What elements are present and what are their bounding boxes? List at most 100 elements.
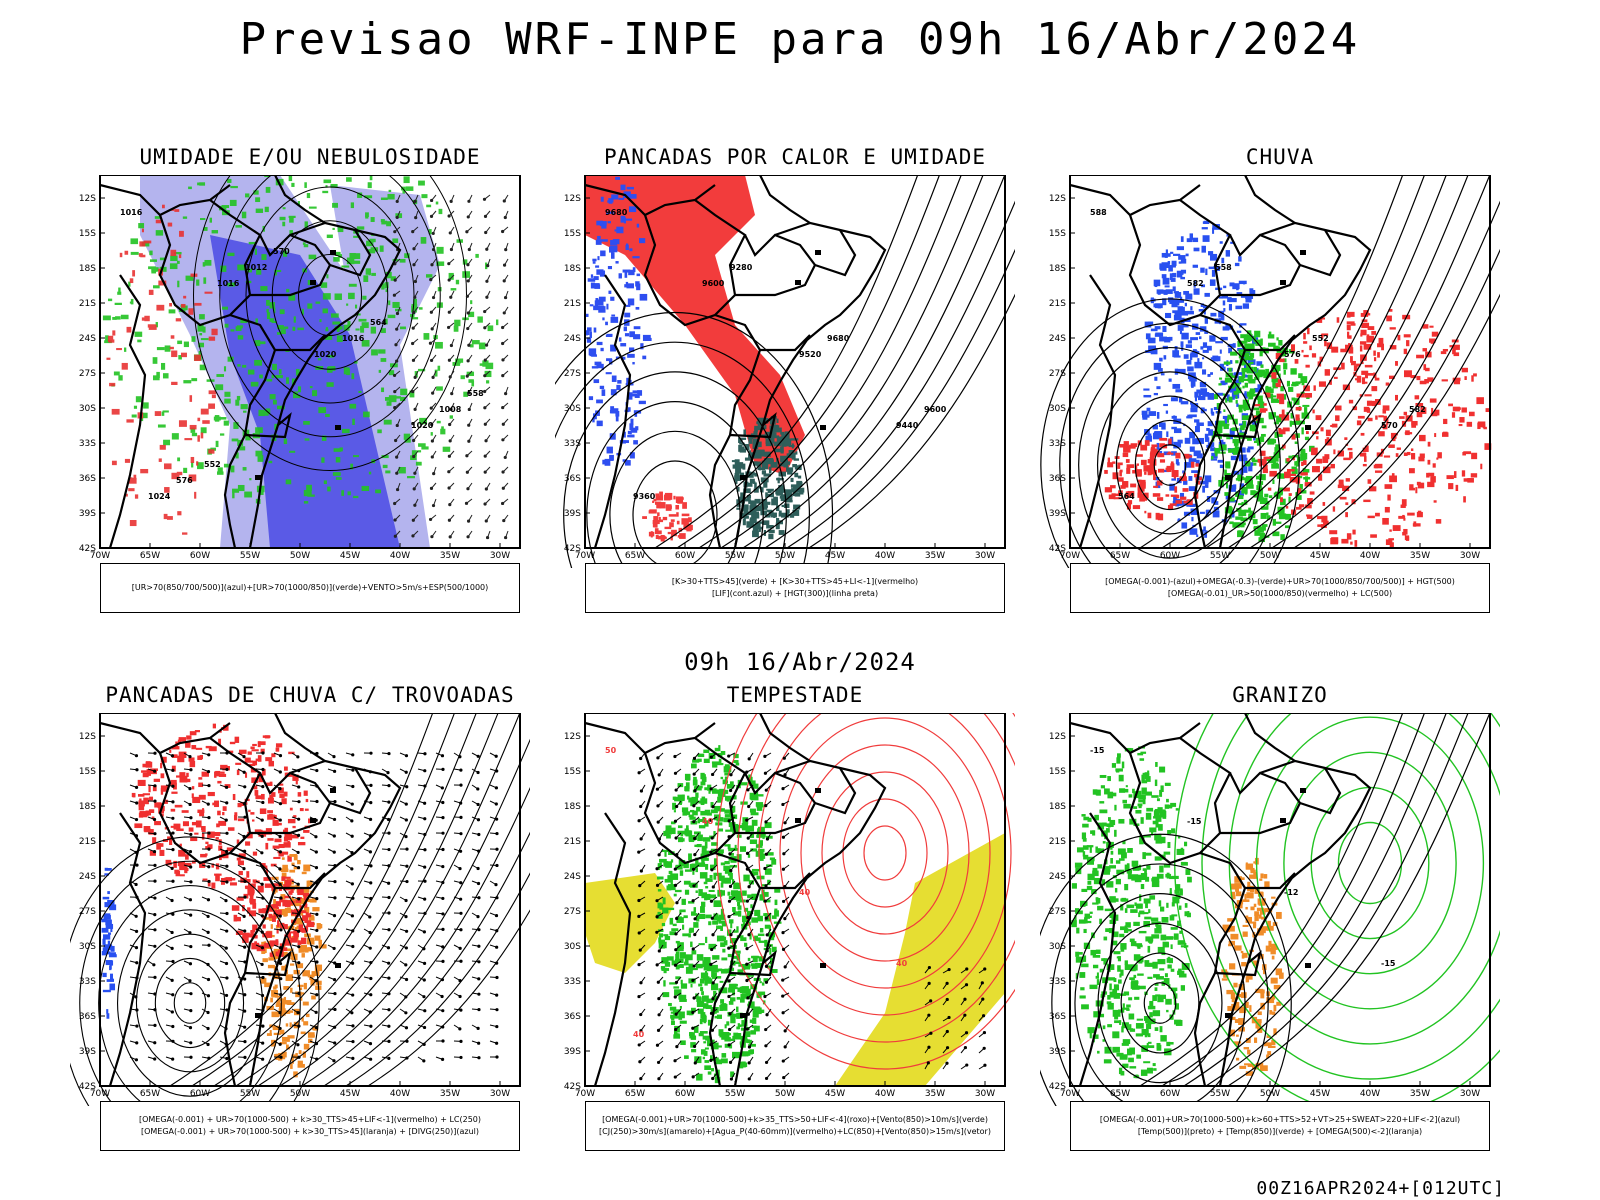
lon-tick-label: 70W <box>575 1089 595 1099</box>
contour-label: 552 <box>204 460 221 469</box>
map-panel-4: PANCADAS DE CHUVA C/ TROVOADAS 12S 15S 18S 2… <box>70 683 550 1173</box>
contour-label: 558 <box>467 389 484 398</box>
lon-tick-label: 40W <box>875 1089 895 1099</box>
lat-tick-label: 39S <box>79 509 96 519</box>
lat-tick-label: 15S <box>564 767 581 777</box>
map-panel-5: TEMPESTADE 50 40 40 40 40 12S 15S 18S 21S 24S 27S 30… <box>555 683 1035 1173</box>
lon-tick-label: 50W <box>1260 551 1280 561</box>
lat-tick-label: 27S <box>79 907 96 917</box>
lat-tick-label: 30S <box>564 942 581 952</box>
lon-tick-label: 55W <box>240 551 260 561</box>
map-panel-6: GRANIZO -15 -15 -12 -15 12S 15S 18S 21S 24S 27S 30S… <box>1040 683 1520 1173</box>
panel-title: PANCADAS POR CALOR E UMIDADE <box>603 145 986 169</box>
lat-tick-label: 42S <box>79 544 96 554</box>
contour-label: 552 <box>1312 334 1329 343</box>
lat-tick-label: 15S <box>564 229 581 239</box>
lat-tick-label: 33S <box>564 977 581 987</box>
lat-tick-label: 33S <box>564 439 581 449</box>
lat-tick-label: 27S <box>564 907 581 917</box>
lon-tick-label: 60W <box>190 1089 210 1099</box>
panel-legend: [OMEGA(-0.001)+UR>70(1000-500)+k>60+TTS>… <box>1070 1101 1490 1151</box>
lat-tick-label: 42S <box>1049 544 1066 554</box>
instability-south <box>642 491 693 542</box>
hgt500-east <box>1139 175 1500 549</box>
panel-title: CHUVA <box>1245 145 1315 169</box>
contour-label: 9600 <box>702 279 725 288</box>
contour-label: 9440 <box>896 421 919 430</box>
lon-tick-label: 45W <box>825 1089 845 1099</box>
lon-tick-label: 45W <box>825 551 845 561</box>
lat-tick-label: 27S <box>1049 369 1066 379</box>
lon-tick-label: 40W <box>875 551 895 561</box>
contour-label: 40 <box>702 817 714 826</box>
panel-legend: [K>30+TTS>45](verde) + [K>30+TTS>45+LI<-… <box>585 563 1005 613</box>
lat-tick-label: 36S <box>79 1012 96 1022</box>
contour-labels: 588 582 576 570 564 558 552 582 <box>1090 208 1426 501</box>
contour-label: 1016 <box>217 279 240 288</box>
panel-legend: [OMEGA(-0.001) + UR>70(1000-500) + k>30_… <box>100 1101 520 1151</box>
lat-tick-label: 33S <box>1049 439 1066 449</box>
lat-tick-label: 18S <box>79 802 96 812</box>
panel-legend: [OMEGA(-0.001)+UR>70(1000-500)+k>35_TTS>… <box>585 1101 1005 1151</box>
lon-tick-label: 35W <box>1410 551 1430 561</box>
map-boundaries <box>1069 175 1372 549</box>
lat-tick-label: 24S <box>1049 334 1066 344</box>
map-boundaries <box>1069 713 1372 1087</box>
lon-tick-label: 30W <box>1460 551 1480 561</box>
forecast-map: 9680 9600 9520 9440 9360 9280 9680 9600 12S 15S 18… <box>555 175 1015 568</box>
lat-tick-label: 21S <box>1049 299 1066 309</box>
contour-labels: 9680 9600 9520 9440 9360 9280 9680 9600 <box>605 208 947 501</box>
map-panel-1: UMIDADE E/OU NEBULOSIDADE 1016 1016 1020 102… <box>70 145 550 635</box>
lat-tick-label: 12S <box>79 194 96 204</box>
legend-line: [Temp(500)](preto) + [Temp(850)](verde) … <box>1137 1127 1423 1136</box>
lat-tick-label: 21S <box>1049 837 1066 847</box>
subtitle-time: 09h 16/Abr/2024 <box>684 648 916 676</box>
lon-tick-label: 65W <box>1110 551 1130 561</box>
lat-tick-label: 21S <box>564 299 581 309</box>
thickness-red <box>106 204 218 535</box>
lat-tick-label: 15S <box>1049 767 1066 777</box>
lat-tick-label: 39S <box>1049 509 1066 519</box>
lon-tick-label: 45W <box>340 1089 360 1099</box>
lon-tick-label: 70W <box>1060 1089 1080 1099</box>
streamlines-east <box>169 713 530 1087</box>
lon-tick-label: 30W <box>490 551 510 561</box>
humidity-high-area <box>210 235 400 548</box>
lon-tick-label: 45W <box>1310 1089 1330 1099</box>
temp850-green <box>1071 746 1192 1079</box>
legend-line: [OMEGA(-0.001)+UR>70(1000-500)+k>35_TTS>… <box>602 1115 988 1124</box>
instability-red <box>585 175 805 475</box>
hgt500-contours <box>1040 298 1300 568</box>
lon-tick-label: 65W <box>140 1089 160 1099</box>
lat-tick-label: 18S <box>1049 264 1066 274</box>
lat-tick-label: 24S <box>564 872 581 882</box>
lat-tick-label: 33S <box>79 439 96 449</box>
lon-tick-label: 55W <box>1210 551 1230 561</box>
contour-label: 9680 <box>605 208 628 217</box>
lat-tick-label: 42S <box>79 1082 96 1092</box>
contour-labels: -15 -15 -12 -15 <box>1090 746 1396 968</box>
contour-label: 576 <box>1284 350 1301 359</box>
omega-red <box>1252 309 1492 549</box>
legend-line: [CJ(250)>30m/s](amarelo)+[Agua_P(40-60mm… <box>599 1127 991 1136</box>
forecast-map: 50 40 40 40 40 12S 15S 18S 21S 24S 27S 30S 33S 36S 39S… <box>564 713 1015 1099</box>
panel-title: GRANIZO <box>1232 683 1328 707</box>
lat-tick-label: 36S <box>1049 474 1066 484</box>
lat-tick-label: 15S <box>79 767 96 777</box>
divergence-blue <box>101 867 117 1019</box>
lat-tick-label: 39S <box>564 1047 581 1057</box>
lat-tick-label: 30S <box>564 404 581 414</box>
lat-tick-label: 24S <box>1049 872 1066 882</box>
lon-tick-label: 55W <box>1210 1089 1230 1099</box>
lon-tick-label: 35W <box>1410 1089 1430 1099</box>
lon-tick-label: 60W <box>190 551 210 561</box>
forecast-map: -15 -15 -12 -15 12S 15S 18S 21S 24S 27S 30S 33S 36S 3… <box>1040 713 1500 1106</box>
wind850-vectors-east <box>924 965 987 1070</box>
lat-tick-label: 18S <box>79 264 96 274</box>
legend-line: [LIF](cont.azul) + [HGT(300)](linha pret… <box>711 589 879 598</box>
contour-label: 40 <box>633 1030 645 1039</box>
lat-tick-label: 12S <box>564 732 581 742</box>
contour-label: 570 <box>1381 421 1398 430</box>
